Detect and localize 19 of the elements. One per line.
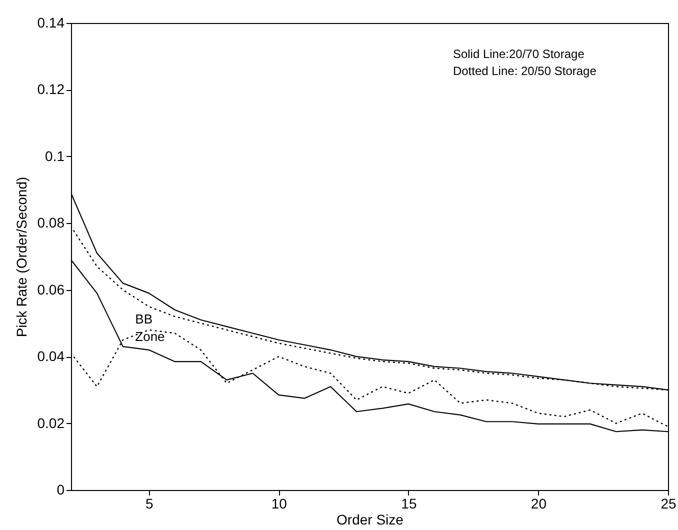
x-tick-label: 5 [145, 496, 154, 512]
y-axis-title: Pick Rate (Order/Second) [13, 176, 30, 338]
x-tick-label: 10 [271, 496, 288, 512]
annotation: Dotted Line: 20/50 Storage [452, 64, 597, 78]
y-tick-label: 0.12 [37, 81, 65, 98]
annotation: BB [135, 312, 152, 327]
y-tick-label: 0.06 [37, 281, 65, 298]
annotation: Solid Line:20/70 Storage [452, 47, 585, 62]
y-tick-label: 0.04 [37, 348, 65, 364]
annotation: Zone [135, 329, 165, 344]
y-tick-label: 0.08 [37, 214, 65, 231]
y-tick-label: 0 [56, 482, 65, 498]
y-tick-label: 0.02 [37, 414, 65, 431]
x-tick-label: 20 [530, 496, 547, 512]
y-tick-label: 0.14 [37, 14, 65, 30]
x-axis-title: Order Size [336, 512, 404, 528]
x-tick-label: 15 [401, 496, 417, 512]
y-tick-label: 0.1 [45, 148, 65, 164]
x-tick-label: 25 [660, 496, 676, 512]
